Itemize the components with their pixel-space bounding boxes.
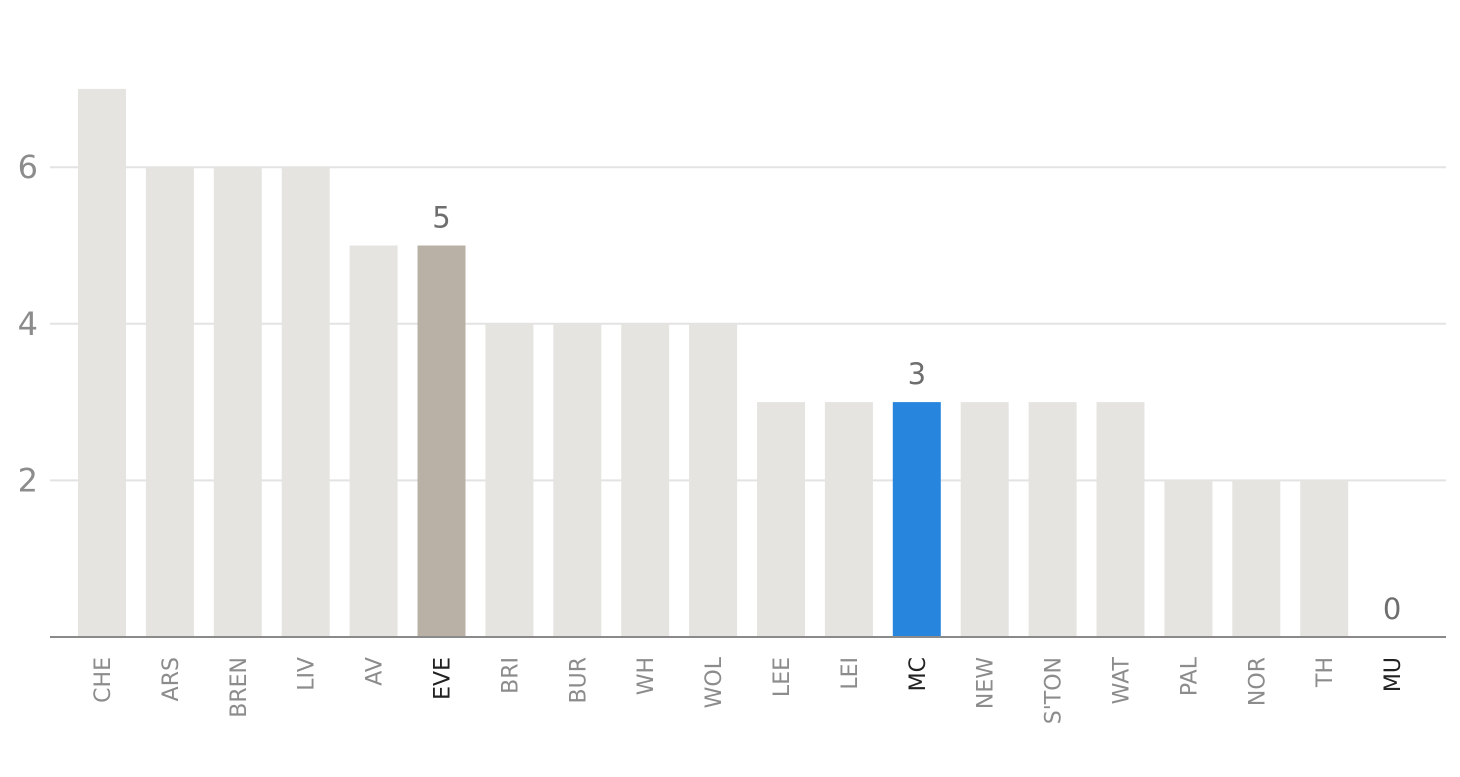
bar-ars xyxy=(145,167,194,637)
bar-lee xyxy=(757,402,805,637)
bars xyxy=(78,88,1349,637)
x-tick-label-wat: WAT xyxy=(1110,656,1135,704)
x-tick-label-s-ton: S'TON xyxy=(1042,657,1067,724)
x-tick-label-bri: BRI xyxy=(498,657,523,694)
y-tick-label-4: 4 xyxy=(18,305,38,343)
x-tick-label-wh: WH xyxy=(634,657,659,695)
bar-new xyxy=(960,402,1009,637)
bar-nor xyxy=(1232,480,1281,637)
data-label-mu: 0 xyxy=(1383,592,1401,626)
bar-eve xyxy=(417,245,466,637)
x-tick-label-pal: PAL xyxy=(1177,656,1202,696)
x-tick-label-ars: ARS xyxy=(159,657,184,701)
y-tick-label-2: 2 xyxy=(18,461,38,499)
y-tick-label-6: 6 xyxy=(18,148,38,186)
data-label-eve: 5 xyxy=(432,201,450,235)
x-tick-label-nor: NOR xyxy=(1245,657,1270,706)
x-tick-label-mc: MC xyxy=(906,657,931,691)
bar-wh xyxy=(621,323,670,637)
bar-lei xyxy=(824,402,873,637)
x-axis-ticks: CHE ARS BREN LIV AV EVE BRI BUR WH WOL LEE LEI MC NEW… xyxy=(91,656,1406,724)
x-tick-label-mu: MU xyxy=(1381,657,1406,692)
bar-pal xyxy=(1164,480,1213,637)
bar-th xyxy=(1300,480,1349,637)
bar-che xyxy=(78,88,126,637)
bar-liv xyxy=(281,167,330,637)
x-tick-label-che: CHE xyxy=(91,657,116,703)
x-tick-label-av: AV xyxy=(363,657,388,686)
bar-wol xyxy=(689,323,738,637)
bar-wat xyxy=(1096,402,1145,637)
bar-bur xyxy=(553,323,602,637)
x-tick-label-bur: BUR xyxy=(566,657,591,703)
x-tick-label-eve: EVE xyxy=(431,657,456,700)
bar-bri xyxy=(485,323,534,637)
x-tick-label-th: TH xyxy=(1313,657,1338,688)
x-tick-label-bren: BREN xyxy=(227,657,252,718)
data-labels: 5 3 0 xyxy=(432,201,1401,627)
x-tick-label-new: NEW xyxy=(974,657,999,709)
bar-s-ton xyxy=(1028,402,1077,637)
x-tick-label-lee: LEE xyxy=(770,657,795,697)
bar-mc xyxy=(892,402,941,637)
x-tick-label-lei: LEI xyxy=(838,657,863,690)
x-tick-label-wol: WOL xyxy=(702,656,727,708)
y-axis-ticks: 2 4 6 xyxy=(18,148,38,499)
data-label-mc: 3 xyxy=(908,357,926,391)
bar-av xyxy=(349,245,398,637)
x-tick-label-liv: LIV xyxy=(295,657,320,691)
bar-bren xyxy=(213,167,262,637)
